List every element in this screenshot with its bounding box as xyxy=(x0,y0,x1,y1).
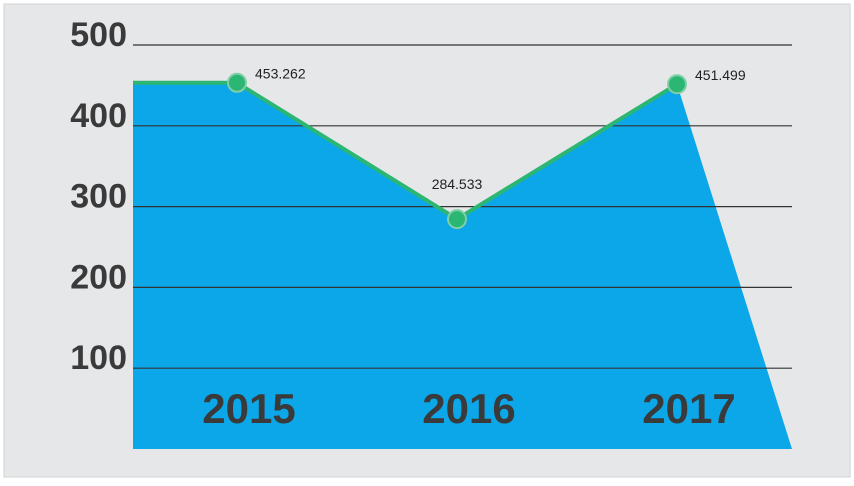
chart: 100 200 300 400 500 453.262 2015 284.533 2016 451… xyxy=(0,0,854,481)
x-tick-label: 2017 xyxy=(642,385,735,432)
y-tick-label: 400 xyxy=(70,97,127,135)
y-tick-label: 200 xyxy=(70,258,127,296)
x-tick-label: 2016 xyxy=(422,385,515,432)
point xyxy=(668,75,686,93)
point xyxy=(228,74,246,92)
y-tick-label: 300 xyxy=(70,178,127,216)
y-tick-label: 100 xyxy=(70,339,127,377)
point xyxy=(448,210,466,228)
data-label: 284.533 xyxy=(432,176,483,192)
data-label: 453.262 xyxy=(255,65,306,81)
x-tick-label: 2015 xyxy=(202,385,295,432)
data-label: 451.499 xyxy=(695,67,746,83)
y-tick-label: 500 xyxy=(70,16,127,54)
